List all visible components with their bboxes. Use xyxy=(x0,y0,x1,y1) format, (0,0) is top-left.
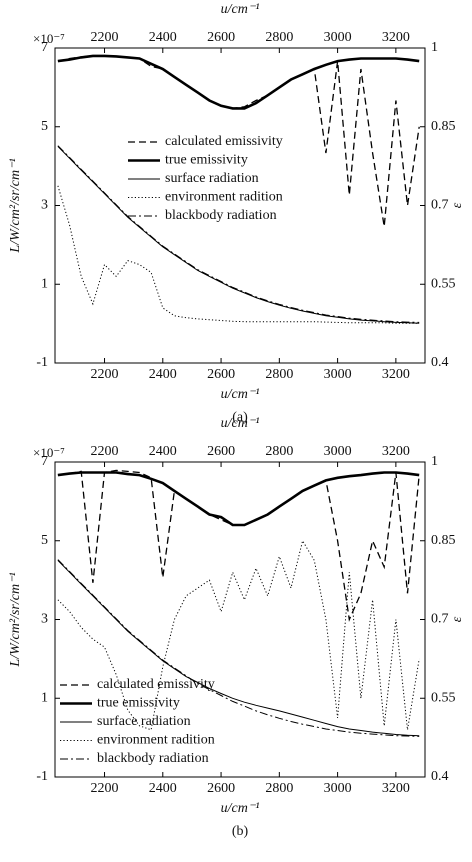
x-top-tick-label: 3200 xyxy=(382,444,410,459)
x-tick-label: 2200 xyxy=(91,781,119,796)
legend-label: environment radition xyxy=(97,733,215,748)
y2-tick-label: 0.85 xyxy=(431,119,456,134)
x-tick-label: 2400 xyxy=(149,781,177,796)
y2-label: ε xyxy=(450,202,465,208)
y-tick-label: 5 xyxy=(41,533,48,548)
x-tick-label: 3200 xyxy=(382,367,410,382)
x-top-tick-label: 2400 xyxy=(149,30,177,45)
x-tick-label: 3000 xyxy=(324,367,352,382)
x-top-label: u/cm⁻¹ xyxy=(221,416,260,431)
legend-label: surface radiation xyxy=(97,714,191,729)
x-tick-label: 2800 xyxy=(265,781,293,796)
y-multiplier: ×10⁻⁷ xyxy=(33,31,65,46)
y-tick-label: 3 xyxy=(41,198,48,213)
x-tick-label: 3000 xyxy=(324,781,352,796)
y-label: L/W/cm²/sr/cm⁻¹ xyxy=(8,572,23,667)
x-top-tick-label: 2200 xyxy=(91,444,119,459)
chart-title: (b) xyxy=(232,824,249,839)
series-line xyxy=(57,539,420,731)
series-line xyxy=(57,145,420,323)
x-top-tick-label: 2800 xyxy=(265,30,293,45)
legend-label: surface radiation xyxy=(165,171,259,186)
x-top-tick-label: 2400 xyxy=(149,444,177,459)
legend-label: environment radition xyxy=(165,190,283,205)
x-tick-label: 3200 xyxy=(382,781,410,796)
x-tick-label: 2600 xyxy=(207,367,235,382)
y2-tick-label: 0.55 xyxy=(431,690,456,705)
y-tick-label: 5 xyxy=(41,119,48,134)
chart-title: (a) xyxy=(232,410,248,425)
y-tick-label: 1 xyxy=(41,276,48,291)
x-top-tick-label: 3200 xyxy=(382,30,410,45)
plot-frame xyxy=(54,461,426,778)
series-line xyxy=(57,559,420,737)
legend-label: calculated emissivity xyxy=(97,677,215,692)
series-line xyxy=(57,185,420,324)
legend-label: blackbody radiation xyxy=(165,208,277,223)
x-tick-label: 2800 xyxy=(265,367,293,382)
x-label: u/cm⁻¹ xyxy=(221,801,260,816)
series-line xyxy=(57,146,420,324)
legend-label: true emissivity xyxy=(97,696,180,711)
y-tick-label: 7 xyxy=(41,40,48,55)
x-tick-label: 2400 xyxy=(149,367,177,382)
x-top-tick-label: 2800 xyxy=(265,444,293,459)
y-tick-label: -1 xyxy=(36,769,48,784)
y-tick-label: -1 xyxy=(36,355,48,370)
y2-tick-label: 1 xyxy=(431,40,438,55)
x-top-tick-label: 2600 xyxy=(207,444,235,459)
x-tick-label: 2600 xyxy=(207,781,235,796)
y2-tick-label: 0.4 xyxy=(431,769,449,784)
y2-tick-label: 0.85 xyxy=(431,533,456,548)
x-tick-label: 2200 xyxy=(91,367,119,382)
legend-label: calculated emissivity xyxy=(165,134,283,149)
x-top-label: u/cm⁻¹ xyxy=(221,2,260,17)
y-tick-label: 1 xyxy=(41,690,48,705)
x-top-tick-label: 3000 xyxy=(324,30,352,45)
y2-tick-label: 0.4 xyxy=(431,355,449,370)
y2-tick-label: 0.55 xyxy=(431,276,456,291)
y-tick-label: 3 xyxy=(41,612,48,627)
x-top-tick-label: 2600 xyxy=(207,30,235,45)
y-label: L/W/cm²/sr/cm⁻¹ xyxy=(8,158,23,253)
series-line xyxy=(57,471,420,527)
series-line xyxy=(57,469,420,622)
y2-tick-label: 0.7 xyxy=(431,198,449,213)
y2-label: ε xyxy=(450,616,465,622)
y-tick-label: 7 xyxy=(41,454,48,469)
x-top-tick-label: 3000 xyxy=(324,444,352,459)
legend-label: true emissivity xyxy=(165,153,248,168)
series-line xyxy=(57,54,420,110)
series-line xyxy=(57,560,420,737)
x-label: u/cm⁻¹ xyxy=(221,387,260,402)
y2-tick-label: 0.7 xyxy=(431,612,449,627)
y-multiplier: ×10⁻⁷ xyxy=(33,445,65,460)
x-top-tick-label: 2200 xyxy=(91,30,119,45)
legend-label: blackbody radiation xyxy=(97,751,209,766)
plot-frame xyxy=(54,47,426,364)
y2-tick-label: 1 xyxy=(431,454,438,469)
